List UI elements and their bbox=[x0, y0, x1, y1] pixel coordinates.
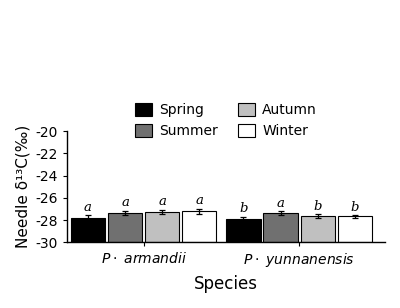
Bar bbox=[338, 216, 372, 242]
Bar bbox=[182, 212, 216, 242]
Text: a: a bbox=[277, 197, 284, 210]
Bar bbox=[71, 218, 105, 242]
Text: b: b bbox=[314, 200, 322, 213]
Text: a: a bbox=[84, 201, 92, 214]
Y-axis label: Needle δ¹³C(‰): Needle δ¹³C(‰) bbox=[15, 125, 30, 248]
Text: b: b bbox=[350, 201, 359, 213]
Text: b: b bbox=[239, 202, 248, 216]
Text: a: a bbox=[196, 194, 203, 207]
Bar bbox=[108, 213, 142, 242]
Bar bbox=[301, 216, 335, 242]
Bar bbox=[145, 212, 179, 242]
Bar bbox=[264, 213, 298, 242]
Bar bbox=[226, 219, 260, 242]
Text: a: a bbox=[158, 195, 166, 208]
Text: a: a bbox=[121, 197, 129, 209]
X-axis label: Species: Species bbox=[194, 275, 258, 293]
Legend: Spring, Summer, Autumn, Winter: Spring, Summer, Autumn, Winter bbox=[131, 99, 321, 142]
